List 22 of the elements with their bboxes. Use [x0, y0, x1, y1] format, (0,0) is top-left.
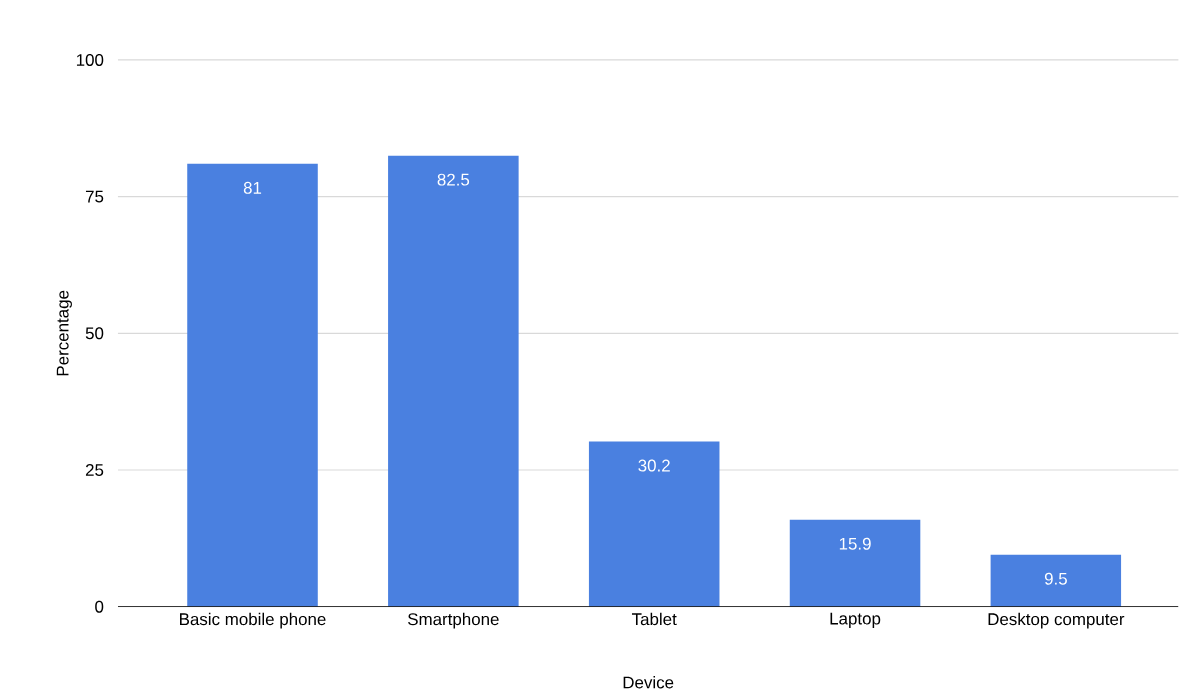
y-tick-label: 25 [85, 464, 104, 477]
data-label: 30.2 [638, 459, 670, 472]
y-tick-label: 75 [85, 190, 104, 203]
y-tick-label: 0 [95, 600, 104, 613]
bar [990, 554, 1122, 607]
data-label: 82.5 [437, 173, 470, 186]
x-axis-title: Device [623, 676, 674, 689]
y-tick-label: 100 [76, 54, 104, 67]
data-label: 81 [243, 182, 262, 194]
y-tick-label: 50 [85, 327, 104, 340]
data-label: 15.9 [839, 537, 871, 550]
bar [388, 155, 519, 607]
x-tick-label: Smartphone [408, 612, 499, 629]
x-tick-label: Tablet [631, 612, 677, 626]
x-tick-label: Basic mobile phone [180, 612, 326, 629]
x-tick-label: Desktop computer [988, 612, 1125, 629]
x-tick-label: Laptop [830, 612, 881, 629]
y-axis-title: Percentage [56, 290, 72, 376]
bar [789, 519, 921, 607]
data-label: 9.5 [1044, 572, 1067, 585]
bar [187, 164, 318, 607]
bar [588, 441, 720, 607]
